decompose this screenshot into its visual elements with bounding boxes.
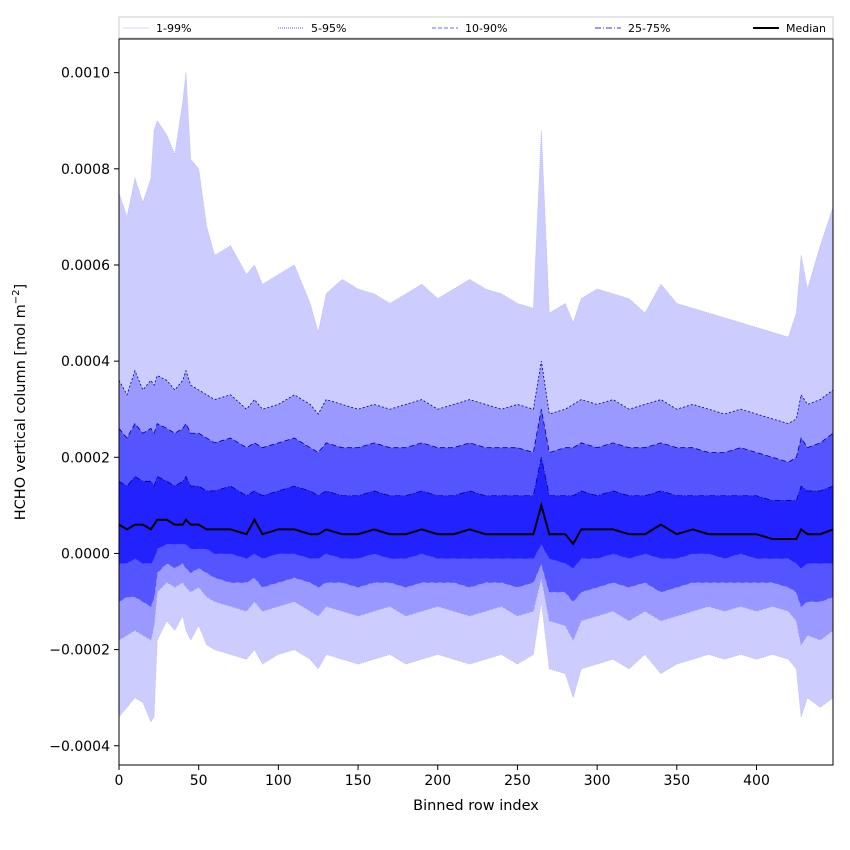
x-axis-label: Binned row index bbox=[413, 798, 539, 814]
x-tick-label: 200 bbox=[424, 773, 451, 789]
legend-label-p10_90: 10-90% bbox=[465, 22, 507, 35]
median-line bbox=[118, 501, 834, 546]
band-lower-line-p5_95 bbox=[118, 577, 834, 646]
percentile-bands bbox=[119, 72, 833, 722]
y-axis-label-superscript: −2 bbox=[11, 289, 22, 304]
plot-frame bbox=[118, 38, 834, 766]
y-axis-label: HCHO vertical column [mol m−2] bbox=[11, 284, 29, 520]
x-tick-label: 50 bbox=[190, 773, 208, 789]
band-p25_75 bbox=[119, 457, 833, 568]
x-axis-ticks: 0 50 100 150 200 250 300 350 400 bbox=[115, 765, 770, 789]
y-tick-label: 0.0010 bbox=[61, 66, 110, 82]
y-tick-label: 0.0002 bbox=[61, 450, 110, 466]
legend-box bbox=[118, 16, 834, 39]
legend-label-p5_95: 5-95% bbox=[311, 22, 346, 35]
legend: 1-99% 5-95% 10-90% 25-75% Median bbox=[118, 16, 834, 39]
y-tick-label: −0.0004 bbox=[49, 739, 110, 755]
y-axis-ticks: −0.0004 −0.0002 0.0000 0.0002 0.0004 0.0006 0.… bbox=[49, 66, 119, 755]
band-upper-line-p5_95 bbox=[118, 361, 834, 425]
legend-label-median: Median bbox=[786, 22, 826, 35]
legend-label-p1_99: 1-99% bbox=[156, 22, 191, 35]
percentile-boundary-lines bbox=[118, 72, 834, 723]
x-tick-label: 350 bbox=[663, 773, 690, 789]
band-lower-line-p25_75 bbox=[119, 543, 833, 569]
x-tick-label: 400 bbox=[743, 773, 770, 789]
y-tick-label: 0.0006 bbox=[61, 258, 110, 274]
y-tick-label: 0.0000 bbox=[61, 546, 110, 562]
band-lower-line-p1_99 bbox=[118, 601, 834, 723]
median-line-group bbox=[118, 501, 834, 546]
x-tick-label: 300 bbox=[584, 773, 611, 789]
x-tick-label: 250 bbox=[504, 773, 531, 789]
x-tick-label: 150 bbox=[345, 773, 372, 789]
band-upper-line-p10_90 bbox=[118, 409, 834, 463]
legend-label-p25_75: 25-75% bbox=[628, 22, 670, 35]
x-tick-label: 100 bbox=[265, 773, 292, 789]
y-tick-label: 0.0008 bbox=[61, 162, 110, 178]
y-tick-label: 0.0004 bbox=[61, 354, 110, 370]
y-tick-label: −0.0002 bbox=[49, 643, 110, 659]
band-upper-line-p25_75 bbox=[118, 457, 834, 501]
band-lower-line-p10_90 bbox=[118, 561, 834, 607]
x-tick-label: 0 bbox=[115, 773, 124, 789]
